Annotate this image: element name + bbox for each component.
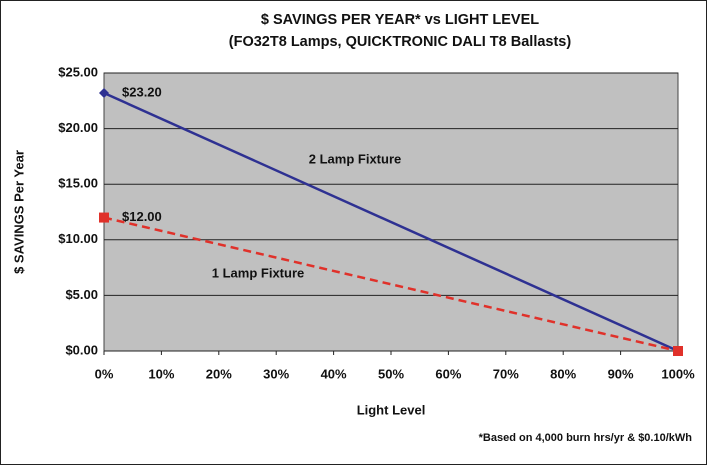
series-line (103, 91, 679, 353)
x-tick-label: 80% (550, 366, 576, 381)
chart-title: $ SAVINGS PER YEAR* vs LIGHT LEVEL (261, 12, 539, 28)
marker (673, 346, 683, 356)
marker (99, 212, 109, 223)
y-tick-label: $15.00 (58, 176, 98, 191)
y-axis-label: $ SAVINGS Per Year (11, 150, 26, 274)
y-tick-label: $25.00 (58, 64, 98, 79)
y-tick-label: $10.00 (58, 231, 98, 246)
y-tick-label: $0.00 (65, 342, 98, 357)
footnote: *Based on 4,000 burn hrs/yr & $0.10/kWh (479, 432, 693, 444)
series-line (103, 216, 679, 353)
data-label: $23.20 (122, 84, 162, 99)
x-tick-label: 10% (148, 366, 174, 381)
data-label: $12.00 (122, 209, 162, 224)
x-tick-label: 40% (321, 366, 347, 381)
y-tick-label: $20.00 (58, 120, 98, 135)
series-label: 2 Lamp Fixture (309, 151, 401, 166)
chart-subtitle: (FO32T8 Lamps, QUICKTRONIC DALI T8 Balla… (229, 34, 572, 50)
x-tick-label: 50% (378, 366, 404, 381)
plot-area (103, 72, 679, 352)
x-tick-label: 30% (263, 366, 289, 381)
x-tick-label: 20% (206, 366, 232, 381)
series-label: 1 Lamp Fixture (212, 265, 304, 280)
x-tick-label: 70% (493, 366, 519, 381)
marker (99, 88, 109, 99)
y-tick-label: $5.00 (65, 287, 98, 302)
x-tick-label: 90% (608, 366, 634, 381)
x-tick-label: 60% (435, 366, 461, 381)
x-tick-label: 100% (661, 366, 695, 381)
x-tick-label: 0% (95, 366, 114, 381)
x-axis-label: Light Level (357, 402, 426, 417)
